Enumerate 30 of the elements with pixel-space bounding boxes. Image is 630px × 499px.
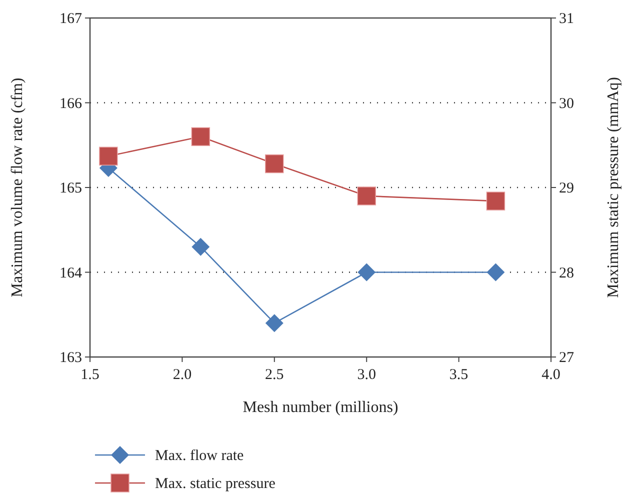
y-tick-label: 163: [60, 350, 82, 366]
point: [265, 314, 284, 332]
point: [358, 263, 376, 282]
y-tick-label: 165: [60, 180, 82, 196]
x-tick-label: 4.0: [542, 367, 560, 383]
y-tick-label: 164: [60, 265, 82, 282]
y-axis-title: Maximum volume flow rate (cfm): [9, 78, 26, 298]
x-tick-label: 1.5: [80, 367, 100, 383]
point: [486, 263, 505, 282]
point: [191, 127, 210, 146]
y-tick-label: 167: [60, 11, 82, 27]
point: [265, 154, 284, 174]
legend-label: Max. flow rate: [155, 448, 244, 464]
point: [357, 186, 376, 206]
y2-tick-label: 29: [559, 180, 574, 196]
x-axis-title: Mesh number (millions): [242, 399, 398, 416]
point: [99, 146, 118, 166]
x-tick-label: 3.0: [357, 367, 376, 383]
y-tick-label: 166: [60, 96, 82, 112]
y2-tick-label: 30: [559, 96, 574, 112]
point: [486, 192, 506, 210]
x-tick-label: 3.5: [449, 367, 468, 383]
y2-tick-label: 31: [559, 11, 574, 27]
y2-tick-label: 27: [559, 350, 574, 366]
legend-label: Max. static pressure: [155, 476, 276, 492]
point: [192, 238, 210, 256]
x-tick-label: 2.0: [172, 367, 192, 383]
y2-tick-label: 28: [559, 265, 574, 282]
x-tick-label: 2.5: [265, 367, 284, 383]
y2-axis-title: Maximum static pressure (mmAq): [605, 77, 622, 298]
